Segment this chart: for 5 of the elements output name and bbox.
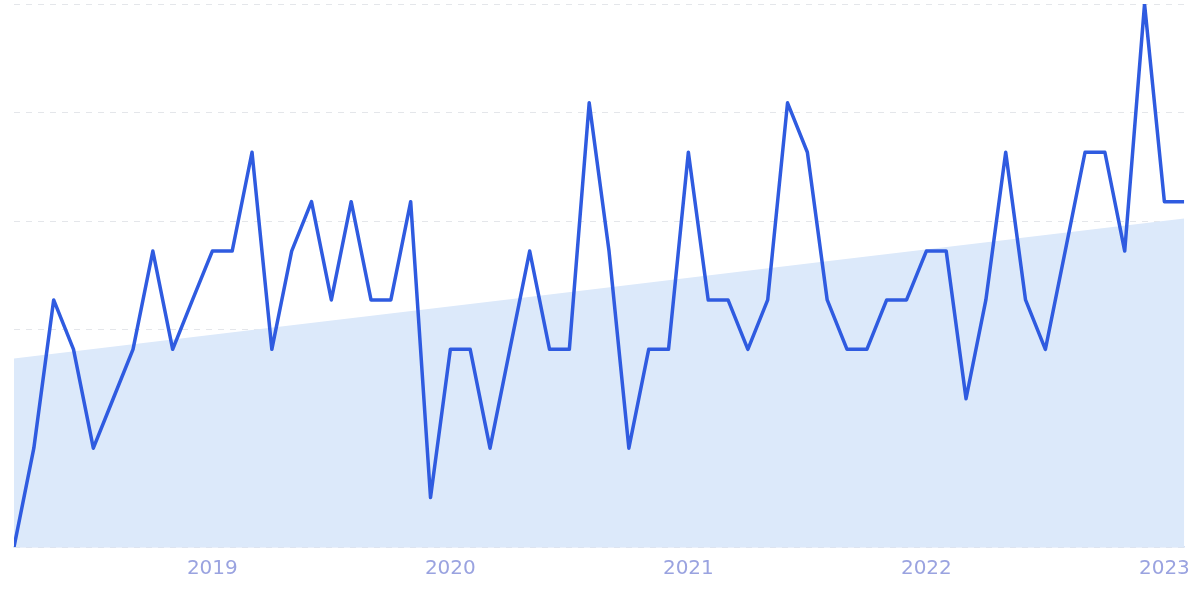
x-tick-label: 2022 — [900, 555, 952, 580]
x-tick-label: 2023 — [1138, 555, 1190, 580]
x-tick-label: 2019 — [186, 555, 238, 580]
x-tick-label: 2021 — [662, 555, 714, 580]
x-tick-label: 2020 — [424, 555, 476, 580]
